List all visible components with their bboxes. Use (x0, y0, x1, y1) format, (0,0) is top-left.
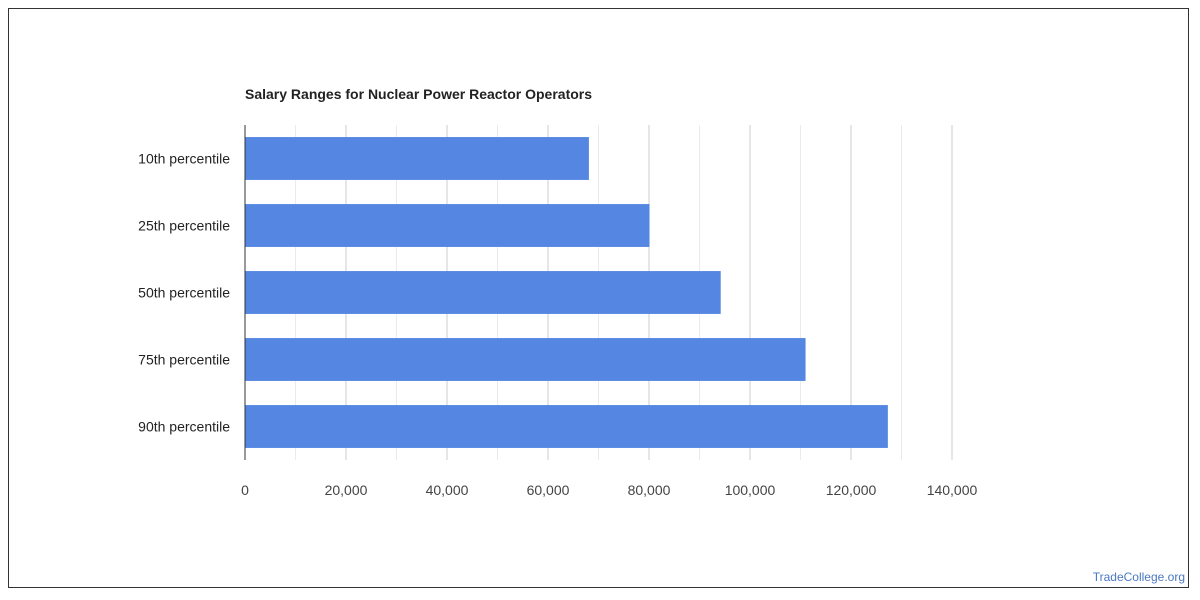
labels: 0 20,000 40,000 60,000 80,000 100,000 120,000 1… (138, 151, 977, 499)
x-tick-label: 0 (241, 482, 249, 498)
x-tick-label: 100,000 (725, 482, 776, 498)
category-label: 10th percentile (138, 151, 230, 167)
x-tick-label: 20,000 (325, 482, 368, 498)
x-tick-label: 60,000 (527, 482, 570, 498)
bar (245, 271, 721, 314)
category-label: 90th percentile (138, 419, 230, 435)
category-label: 75th percentile (138, 352, 230, 368)
watermark: TradeCollege.org (1092, 570, 1185, 584)
category-label: 25th percentile (138, 218, 230, 234)
x-tick-label: 40,000 (426, 482, 469, 498)
category-label: 50th percentile (138, 285, 230, 301)
bar (245, 204, 650, 247)
chart-title: Salary Ranges for Nuclear Power Reactor … (245, 86, 593, 102)
x-tick-label: 140,000 (927, 482, 978, 498)
x-tick-label: 120,000 (826, 482, 877, 498)
bars (245, 137, 888, 448)
bar (245, 338, 806, 381)
bar (245, 137, 589, 180)
bar (245, 405, 888, 448)
x-tick-label: 80,000 (628, 482, 671, 498)
